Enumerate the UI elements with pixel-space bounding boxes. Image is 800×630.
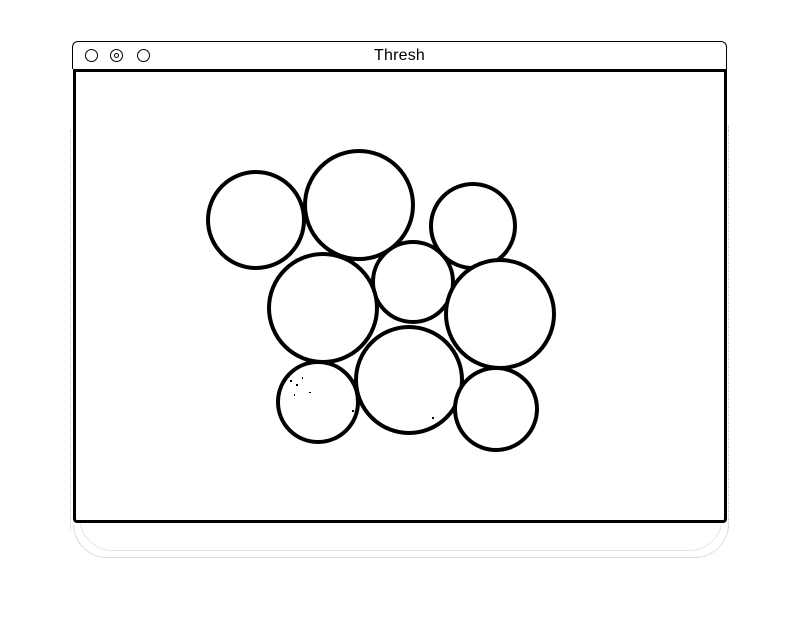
threshold-image	[206, 149, 556, 452]
blob-circle	[371, 240, 455, 324]
noise-speck	[296, 384, 298, 386]
window-shadow-left	[70, 130, 73, 530]
noise-speck	[294, 394, 295, 396]
window-title: Thresh	[374, 47, 425, 64]
noise-speck	[309, 392, 311, 393]
close-button[interactable]	[85, 49, 98, 62]
blob-circle	[453, 366, 539, 452]
noise-speck	[432, 417, 434, 419]
zoom-button[interactable]	[137, 49, 150, 62]
blob-circle	[276, 360, 360, 444]
blob-circle	[303, 149, 415, 261]
blob-circle	[206, 170, 306, 270]
noise-speck	[302, 377, 303, 379]
thresh-window: Thresh	[72, 41, 727, 524]
blob-circle	[267, 252, 379, 364]
title-bar[interactable]: Thresh	[72, 41, 727, 69]
noise-speck	[290, 380, 292, 382]
image-canvas	[73, 69, 727, 523]
blob-circle	[354, 325, 464, 435]
noise-speck	[352, 410, 354, 412]
blob-circle	[444, 258, 556, 370]
minimize-button[interactable]	[110, 49, 123, 62]
